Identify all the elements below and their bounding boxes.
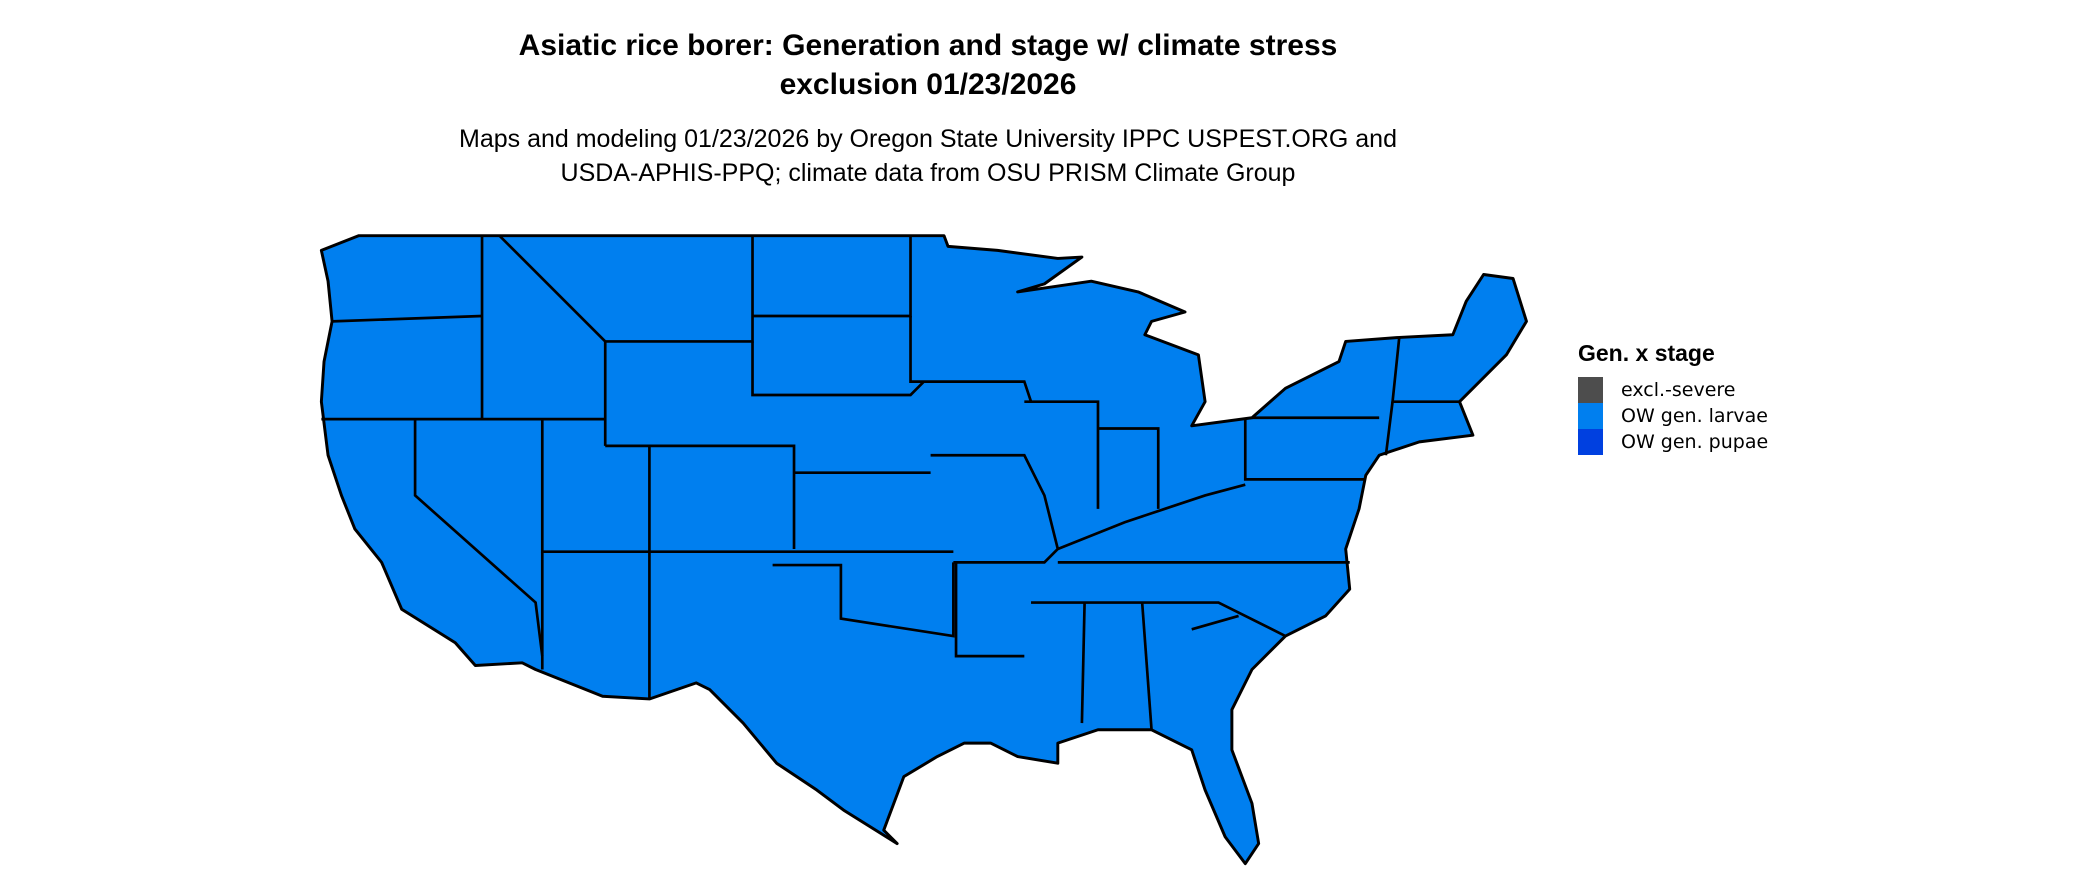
legend-swatch	[1578, 403, 1603, 429]
legend-label: OW gen. pupae	[1621, 431, 1769, 453]
legend-item-ow-gen-pupae: OW gen. pupae	[1578, 429, 1768, 455]
subtitle-line-2: USDA-APHIS-PPQ; climate data from OSU PR…	[560, 159, 1296, 187]
legend-label: excl.-severe	[1621, 379, 1736, 401]
chart-subtitle: Maps and modeling 01/23/2026 by Oregon S…	[0, 122, 1856, 190]
title-line-2: exclusion 01/23/2026	[779, 68, 1077, 101]
state-borders	[321, 234, 1460, 730]
chart-title: Asiatic rice borer: Generation and stage…	[0, 26, 1856, 104]
legend: Gen. x stage excl.-severe OW gen. larvae…	[1578, 340, 1768, 455]
legend-item-ow-gen-larvae: OW gen. larvae	[1578, 403, 1768, 429]
legend-item-excl-severe: excl.-severe	[1578, 377, 1768, 403]
us-outline	[319, 234, 1528, 866]
legend-title: Gen. x stage	[1578, 340, 1715, 366]
legend-swatch	[1578, 429, 1603, 455]
title-line-1: Asiatic rice borer: Generation and stage…	[518, 29, 1338, 62]
subtitle-line-1: Maps and modeling 01/23/2026 by Oregon S…	[459, 125, 1397, 153]
legend-label: OW gen. larvae	[1621, 405, 1768, 427]
legend-swatch	[1578, 377, 1603, 403]
